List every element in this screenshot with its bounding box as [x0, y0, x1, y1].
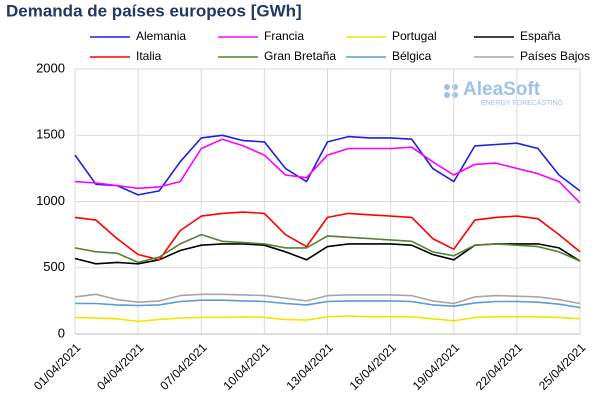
y-tick-label: 0 — [58, 325, 65, 340]
legend-label: Portugal — [392, 29, 437, 43]
y-tick-label: 1500 — [36, 127, 65, 142]
watermark-dot — [444, 84, 450, 90]
watermark: AleaSoft ENERGY FORECASTING — [444, 79, 563, 107]
series-line — [74, 211, 581, 261]
x-tick-label: 10/04/2021 — [220, 340, 273, 393]
series-line — [74, 134, 581, 196]
series-line — [74, 138, 581, 204]
y-tick-label: 500 — [43, 259, 65, 274]
legend-label: Gran Bretaña — [264, 49, 336, 63]
x-tick-label: 13/04/2021 — [283, 340, 336, 393]
series-line — [74, 233, 581, 264]
x-tick-label: 07/04/2021 — [157, 340, 210, 393]
watermark-tagline: ENERGY FORECASTING — [481, 100, 563, 107]
series-line — [74, 293, 581, 305]
chart-title: Demanda de países europeos [GWh] — [6, 1, 302, 20]
x-tick-label: 25/04/2021 — [536, 340, 589, 393]
legend-label: Italia — [136, 49, 162, 63]
watermark-dot — [444, 92, 450, 98]
x-tick-label: 16/04/2021 — [347, 340, 400, 393]
y-tick-label: 2000 — [36, 60, 65, 75]
x-tick-label: 22/04/2021 — [473, 340, 526, 393]
legend-label: Países Bajos — [520, 49, 590, 63]
legend-label: Francia — [264, 29, 304, 43]
legend-label: Alemania — [136, 29, 186, 43]
watermark-name: AleaSoft — [463, 79, 541, 100]
series-line — [74, 315, 581, 323]
series-line — [75, 299, 581, 309]
watermark-dot — [452, 92, 458, 98]
legend-label: Bélgica — [392, 49, 432, 63]
x-tick-label: 04/04/2021 — [94, 340, 147, 393]
legend-label: España — [520, 29, 561, 43]
x-tick-label: 19/04/2021 — [410, 340, 463, 393]
x-tick-label: 01/04/2021 — [31, 340, 84, 393]
y-tick-label: 1000 — [36, 193, 65, 208]
watermark-dot — [452, 84, 458, 90]
